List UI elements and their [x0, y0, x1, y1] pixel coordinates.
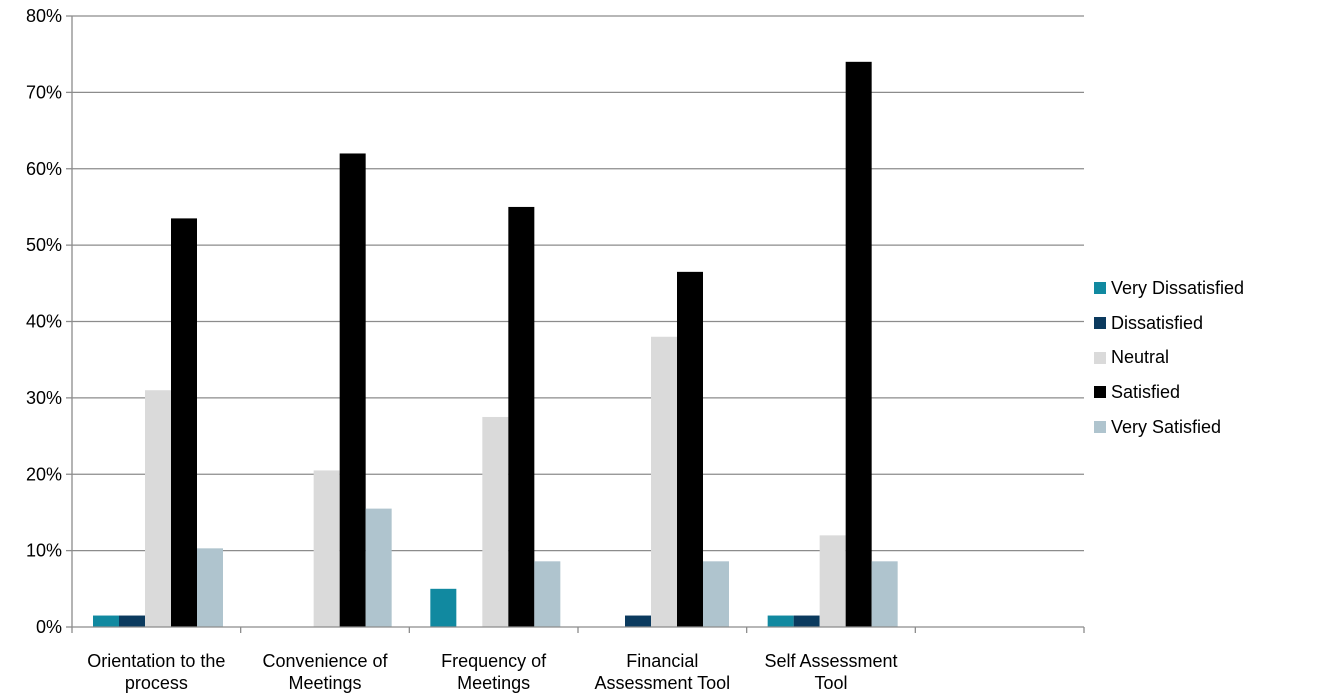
legend-swatch	[1094, 421, 1106, 434]
bar	[703, 561, 729, 627]
bar	[625, 615, 651, 627]
legend: Very Dissatisfied Dissatisfied Neutral Sati…	[1094, 271, 1314, 444]
bar	[145, 390, 171, 627]
x-tick-label: Frequency of	[441, 651, 547, 671]
bar	[171, 218, 197, 628]
legend-swatch	[1094, 386, 1106, 399]
x-tick-label: Tool	[814, 673, 847, 693]
bar	[313, 470, 340, 627]
y-tick-label: 60%	[26, 159, 62, 179]
x-tick-label: process	[125, 673, 188, 693]
bar	[197, 548, 223, 627]
bar	[119, 615, 145, 627]
x-tick-label: Orientation to the	[87, 651, 225, 671]
bar	[845, 61, 872, 627]
bar	[534, 561, 561, 627]
legend-label: Very Dissatisfied	[1111, 277, 1245, 298]
legend-swatch	[1094, 282, 1106, 295]
legend-label: Very Satisfied	[1111, 416, 1222, 437]
bar	[767, 615, 794, 627]
y-tick-label: 10%	[26, 541, 62, 561]
legend-item: Very Satisfied	[1094, 410, 1314, 445]
axes	[66, 15, 1085, 633]
legend-item: Dissatisfied	[1094, 306, 1314, 341]
bar	[365, 508, 392, 627]
legend-item: Very Dissatisfied	[1094, 271, 1314, 306]
legend-swatch	[1094, 317, 1106, 330]
x-tick-label: Meetings	[288, 673, 361, 693]
legend-label: Dissatisfied	[1111, 312, 1204, 333]
y-tick-label: 40%	[26, 312, 62, 332]
y-tick-labels: 0% 10% 20% 30% 40% 50% 60% 70% 80%	[26, 6, 62, 637]
bar	[482, 416, 509, 627]
y-tick-label: 50%	[26, 235, 62, 255]
bar	[339, 153, 366, 627]
y-tick-label: 30%	[26, 388, 62, 408]
legend-label: Satisfied	[1111, 381, 1181, 402]
bar	[651, 336, 677, 627]
x-tick-label: Financial	[626, 651, 698, 671]
bar	[871, 561, 898, 627]
y-tick-label: 70%	[26, 82, 62, 102]
bar	[508, 206, 535, 627]
y-tick-label: 20%	[26, 464, 62, 484]
y-tick-label: 80%	[26, 6, 62, 26]
legend-swatch	[1094, 351, 1106, 364]
x-tick-label: Meetings	[457, 673, 530, 693]
legend-item: Satisfied	[1094, 375, 1314, 410]
legend-label: Neutral	[1111, 347, 1170, 368]
x-tick-label: Convenience of	[262, 651, 388, 671]
bar	[93, 615, 119, 627]
gridlines	[72, 15, 1084, 552]
bar	[430, 588, 457, 627]
x-tick-label: Self Assessment	[764, 651, 897, 671]
bar	[677, 271, 703, 627]
x-tick-label: Assessment Tool	[594, 673, 730, 693]
bar	[819, 535, 846, 627]
legend-item: Neutral	[1094, 340, 1314, 375]
bar	[793, 615, 820, 627]
y-tick-label: 0%	[36, 617, 62, 637]
bars	[93, 61, 898, 628]
